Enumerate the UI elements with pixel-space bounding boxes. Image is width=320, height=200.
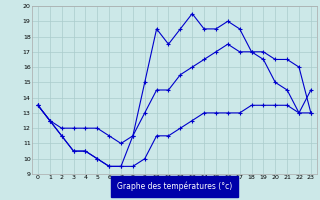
X-axis label: Graphe des températures (°c): Graphe des températures (°c)	[117, 182, 232, 191]
